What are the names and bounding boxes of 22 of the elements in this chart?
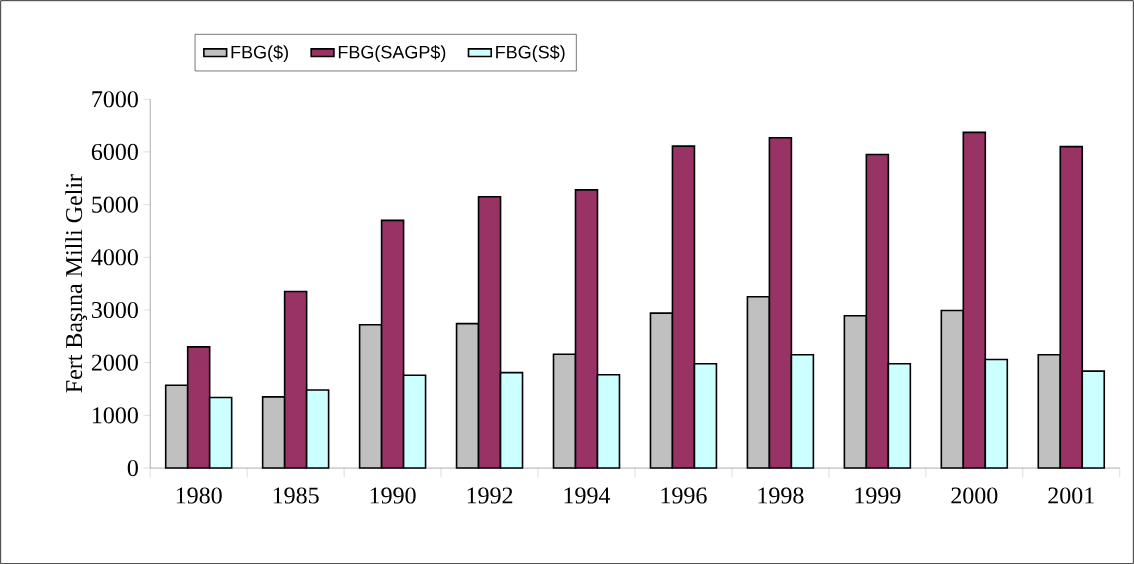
y-tick-label: 0: [127, 459, 138, 477]
x-tick-label: 2000: [951, 487, 998, 504]
x-tick-label: 1994: [564, 487, 611, 504]
x-tick-label: 1998: [758, 487, 804, 504]
legend-label: FBG($): [231, 44, 288, 62]
y-tick-label: 3000: [92, 301, 138, 319]
x-tick-label: 1985: [273, 487, 319, 504]
x-tick-label: 1996: [661, 487, 707, 504]
y-tick-label: 6000: [91, 143, 138, 160]
legend-label: FBG(S$): [496, 44, 565, 62]
y-tick-label: 4000: [91, 249, 138, 266]
legend-label: FBG(SAGP$): [338, 44, 446, 62]
x-tick-label: 1990: [370, 487, 416, 504]
x-tick-label: 2001: [1048, 487, 1094, 504]
y-tick-label: 1000: [92, 407, 138, 424]
y-tick-label: 5000: [92, 196, 138, 213]
y-axis-title: Fert Başına Milli Gelir: [65, 174, 88, 393]
x-tick-label: 1992: [467, 487, 513, 504]
x-tick-label: 1999: [855, 487, 901, 504]
y-tick-label: 7000: [92, 91, 138, 108]
y-tick-label: 2000: [91, 354, 138, 371]
x-tick-label: 1980: [176, 487, 222, 504]
